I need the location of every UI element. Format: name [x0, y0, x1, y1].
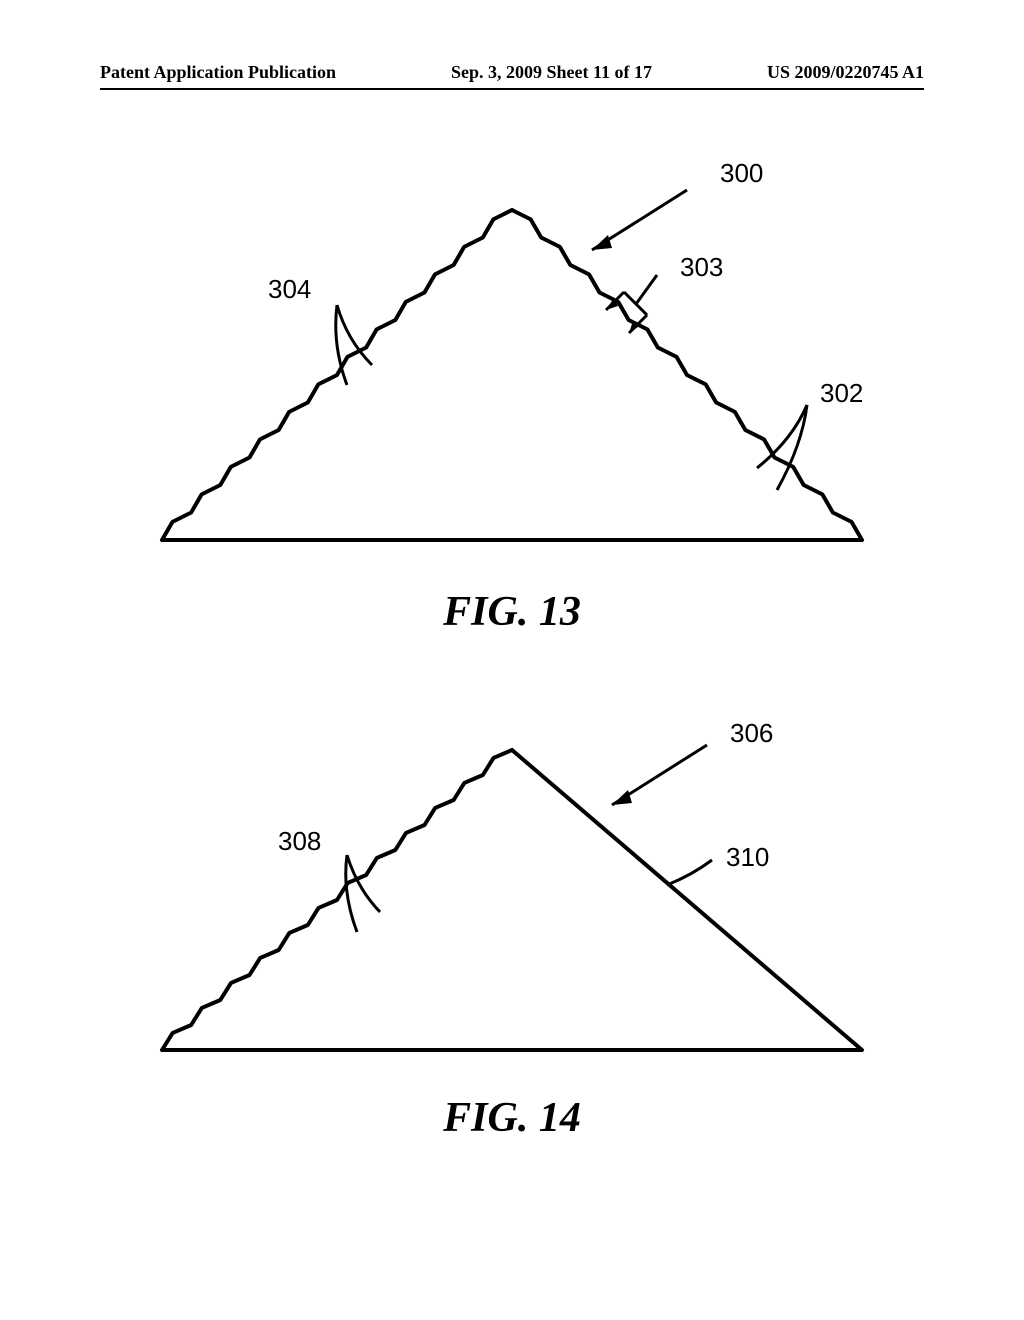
ref-pointer-308	[346, 855, 380, 932]
ref-306: 306	[730, 718, 773, 749]
ref-lead-310	[667, 860, 712, 885]
header-center: Sep. 3, 2009 Sheet 11 of 17	[451, 62, 652, 83]
figure-14-label: FIG. 14	[0, 1094, 1024, 1142]
ref-310: 310	[726, 842, 769, 873]
ref-304: 304	[268, 274, 311, 305]
figure-13-label: FIG. 13	[0, 588, 1024, 636]
ref-302: 302	[820, 378, 863, 409]
figure-14: 306 308 310 FIG. 14	[0, 700, 1024, 1170]
ref-arrow-300	[592, 190, 687, 250]
fig-prefix: FIG.	[443, 589, 528, 635]
header-rule	[100, 88, 924, 90]
header-right: US 2009/0220745 A1	[767, 62, 924, 83]
page-header: Patent Application Publication Sep. 3, 2…	[0, 62, 1024, 83]
fig-prefix: FIG.	[443, 1095, 528, 1141]
ref-bracket-303	[606, 275, 657, 333]
figure-13: 300 303 302 304 FIG. 13	[0, 160, 1024, 660]
header-left: Patent Application Publication	[100, 62, 336, 83]
ref-arrow-306	[612, 745, 707, 805]
ref-300: 300	[720, 158, 763, 189]
ref-308: 308	[278, 826, 321, 857]
figure-14-svg	[0, 700, 1024, 1090]
figure-13-svg	[0, 160, 1024, 580]
fig-num: 13	[539, 589, 581, 635]
ref-303: 303	[680, 252, 723, 283]
fig-num: 14	[539, 1095, 581, 1141]
